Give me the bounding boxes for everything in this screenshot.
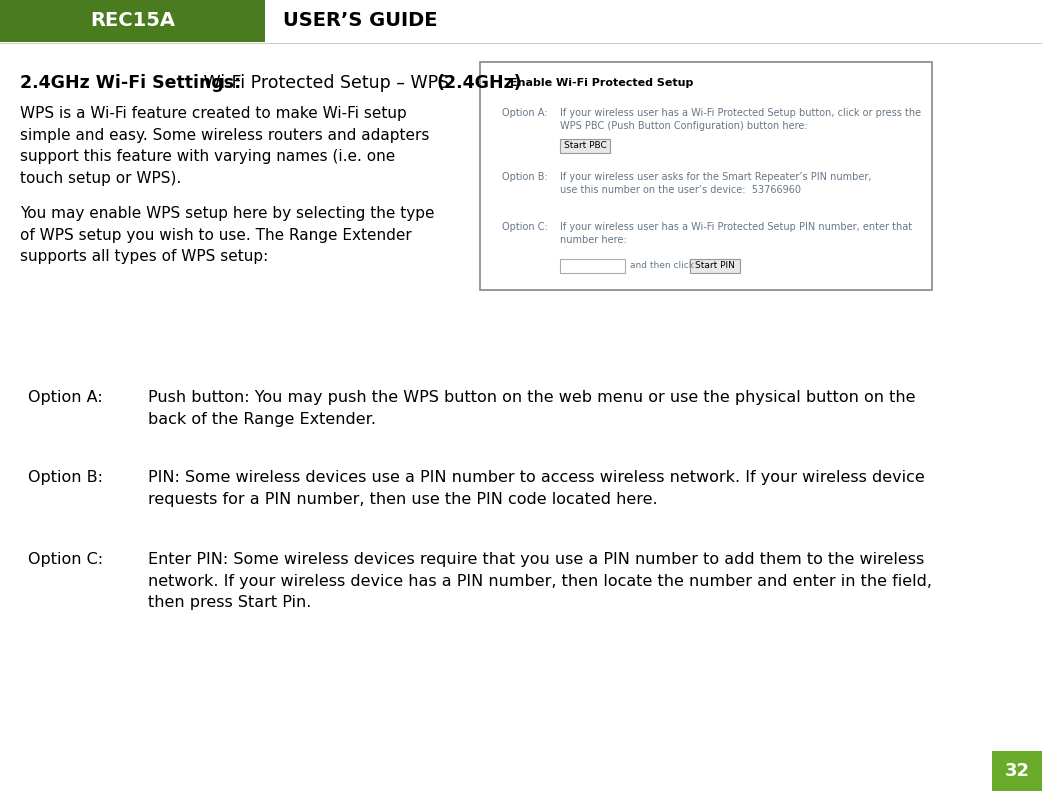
Bar — [0, 0, 265, 42]
Text: Option C:: Option C: — [28, 552, 103, 567]
Text: 2.4GHz Wi-Fi Settings:: 2.4GHz Wi-Fi Settings: — [20, 74, 242, 92]
Text: Enable Wi-Fi Protected Setup: Enable Wi-Fi Protected Setup — [510, 78, 693, 88]
Text: You may enable WPS setup here by selecting the type
of WPS setup you wish to use: You may enable WPS setup here by selecti… — [20, 206, 435, 264]
Text: Option B:: Option B: — [28, 470, 103, 485]
Text: If your wireless user has a Wi-Fi Protected Setup button, click or press the
WPS: If your wireless user has a Wi-Fi Protec… — [560, 108, 921, 131]
Text: Wi-Fi Protected Setup – WPS: Wi-Fi Protected Setup – WPS — [198, 74, 454, 92]
Bar — [265, 0, 1042, 42]
Text: If your wireless user has a Wi-Fi Protected Setup PIN number, enter that
number : If your wireless user has a Wi-Fi Protec… — [560, 222, 912, 245]
FancyBboxPatch shape — [690, 259, 740, 273]
Text: (2.4GHz): (2.4GHz) — [436, 74, 522, 92]
Bar — [992, 751, 1042, 791]
Text: PIN: Some wireless devices use a PIN number to access wireless network. If your : PIN: Some wireless devices use a PIN num… — [148, 470, 924, 506]
Text: If your wireless user asks for the Smart Repeater’s PIN number,
use this number : If your wireless user asks for the Smart… — [560, 172, 871, 195]
Text: Option A:: Option A: — [502, 108, 547, 118]
Text: Option A:: Option A: — [28, 390, 103, 405]
Text: Start PBC: Start PBC — [564, 142, 606, 150]
Text: USER’S GUIDE: USER’S GUIDE — [283, 12, 438, 31]
Text: 32: 32 — [1004, 762, 1029, 780]
Text: Enter PIN: Some wireless devices require that you use a PIN number to add them t: Enter PIN: Some wireless devices require… — [148, 552, 932, 610]
Text: Option C:: Option C: — [502, 222, 548, 232]
Text: and then click: and then click — [630, 262, 694, 271]
Bar — [480, 62, 932, 290]
Text: REC15A: REC15A — [90, 12, 175, 31]
Text: Push button: You may push the WPS button on the web menu or use the physical but: Push button: You may push the WPS button… — [148, 390, 916, 426]
FancyBboxPatch shape — [560, 139, 610, 153]
Bar — [560, 259, 625, 273]
Text: Option B:: Option B: — [502, 172, 548, 182]
Text: WPS is a Wi-Fi feature created to make Wi-Fi setup
simple and easy. Some wireles: WPS is a Wi-Fi feature created to make W… — [20, 106, 429, 186]
Text: Start PIN: Start PIN — [695, 262, 735, 271]
